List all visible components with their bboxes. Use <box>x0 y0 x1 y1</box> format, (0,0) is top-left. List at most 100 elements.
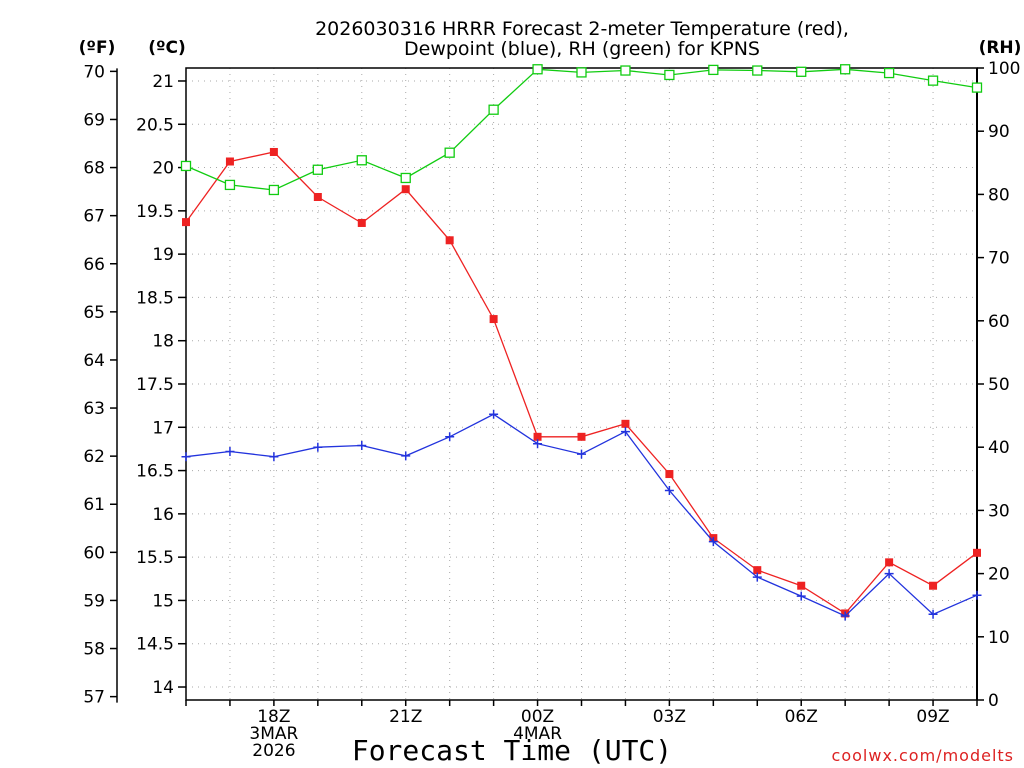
rh-tick-label: 30 <box>988 501 1010 521</box>
dewpoint-point <box>752 572 762 582</box>
dewpoint-point <box>313 442 323 452</box>
fahrenheit-tick-label: 70 <box>83 62 105 82</box>
temperature-point <box>182 218 190 227</box>
title-line-2: Dewpoint (blue), RH (green) for KPNS <box>404 38 760 60</box>
rh-point <box>840 64 851 75</box>
celsius-tick-label: 19.5 <box>136 202 174 222</box>
x-tick-label: 03Z <box>653 707 686 727</box>
temperature-point <box>357 218 366 227</box>
dewpoint-line <box>185 413 978 617</box>
fahrenheit-tick-label: 64 <box>83 351 105 371</box>
x-tick-label: 09Z <box>916 707 949 727</box>
axes: 57 58 59 60 61 62 63 64 65 66 67 68 69 70 14 14.5 15 15.5… <box>83 59 1020 761</box>
rh-point <box>971 82 983 93</box>
fahrenheit-tick-label: 69 <box>83 110 105 130</box>
rh-point <box>620 65 631 76</box>
rh-tick-label: 10 <box>988 628 1010 648</box>
temperature-point <box>401 185 410 194</box>
rh-tick-label: 70 <box>988 249 1010 269</box>
grid <box>186 68 977 700</box>
dewpoint-point <box>884 569 894 579</box>
temperature-point <box>489 315 498 324</box>
rh-point <box>312 164 323 175</box>
x-axis-label: Forecast Time (UTC) <box>352 734 672 767</box>
temperature-point <box>313 192 322 201</box>
rh-point <box>883 67 895 79</box>
fahrenheit-tick-label: 63 <box>83 399 105 419</box>
rh-point <box>532 64 543 75</box>
fahrenheit-tick-label: 58 <box>83 640 105 660</box>
celsius-tick-label: 14.5 <box>136 635 174 655</box>
x-tick-label: 2026 <box>252 741 295 761</box>
title-line-1: 2026030316 HRRR Forecast 2-meter Tempera… <box>315 18 849 40</box>
dewpoint-point <box>577 449 586 459</box>
dewpoint-point <box>181 452 191 462</box>
rh-point <box>224 179 236 191</box>
celsius-tick-label: 17 <box>152 418 174 438</box>
temperature-point <box>973 548 981 557</box>
temperature-point <box>533 432 542 441</box>
celsius-tick-label: 20.5 <box>136 115 174 135</box>
x-tick-label: 18Z <box>257 707 290 727</box>
rh-point <box>664 69 675 81</box>
x-tick-label: 3MAR <box>249 724 298 744</box>
temperature-point <box>885 558 894 567</box>
rh-point <box>576 67 587 78</box>
temperature-point <box>797 581 806 590</box>
temperature-point <box>577 432 586 441</box>
celsius-tick-label: 15 <box>152 591 174 611</box>
rh-tick-label: 100 <box>988 59 1020 79</box>
watermark: coolwx.com/modelts <box>832 746 1014 765</box>
series-layer <box>180 64 983 621</box>
dewpoint-point <box>620 427 630 437</box>
temperature-line <box>185 151 978 615</box>
temperature-point <box>621 419 630 428</box>
x-tick-label: 06Z <box>785 707 818 727</box>
x-tick-label: 00Z <box>521 707 554 727</box>
celsius-tick-label: 18 <box>152 332 174 352</box>
dewpoint-point <box>664 485 674 495</box>
celsius-tick-label: 21 <box>152 72 174 92</box>
rh-axis-unit: (RH) <box>979 38 1022 58</box>
dewpoint-point <box>972 590 982 600</box>
rh-point <box>927 75 939 86</box>
rh-point <box>400 172 411 184</box>
dewpoint-point <box>225 447 235 457</box>
rh-point <box>180 160 192 172</box>
dewpoint-point <box>357 440 367 450</box>
fahrenheit-tick-label: 59 <box>83 591 105 611</box>
temperature-point <box>929 581 938 590</box>
celsius-tick-label: 20 <box>152 159 174 179</box>
fahrenheit-tick-label: 61 <box>83 495 105 515</box>
chart-title: 2026030316 HRRR Forecast 2-meter Tempera… <box>315 18 849 60</box>
dewpoint-point <box>401 451 411 461</box>
dewpoint-point <box>445 432 455 442</box>
celsius-tick-label: 14 <box>152 678 174 698</box>
rh-line <box>185 68 978 191</box>
dewpoint-point <box>533 439 543 449</box>
fahrenheit-tick-label: 66 <box>83 255 105 275</box>
rh-tick-label: 60 <box>988 312 1010 332</box>
rh-tick-label: 20 <box>988 565 1010 585</box>
x-tick-label: 4MAR <box>513 724 562 744</box>
fahrenheit-tick-label: 68 <box>83 159 105 179</box>
celsius-axis-unit: (ºC) <box>148 38 186 58</box>
rh-point <box>444 147 455 158</box>
temperature-point <box>665 470 674 479</box>
temperature-point <box>269 147 278 156</box>
celsius-tick-label: 17.5 <box>136 375 174 395</box>
rh-point <box>268 184 280 196</box>
dewpoint-point <box>708 537 718 547</box>
dewpoint-point <box>928 609 938 619</box>
rh-tick-label: 80 <box>988 185 1010 205</box>
rh-tick-label: 90 <box>988 122 1010 142</box>
fahrenheit-tick-label: 62 <box>83 447 105 467</box>
rh-point <box>488 104 499 115</box>
fahrenheit-tick-label: 57 <box>83 688 105 708</box>
celsius-tick-label: 19 <box>152 245 174 265</box>
fahrenheit-tick-label: 60 <box>83 543 105 563</box>
celsius-tick-label: 16.5 <box>136 462 174 482</box>
x-tick-label: 21Z <box>389 707 422 727</box>
rh-point <box>356 155 367 166</box>
